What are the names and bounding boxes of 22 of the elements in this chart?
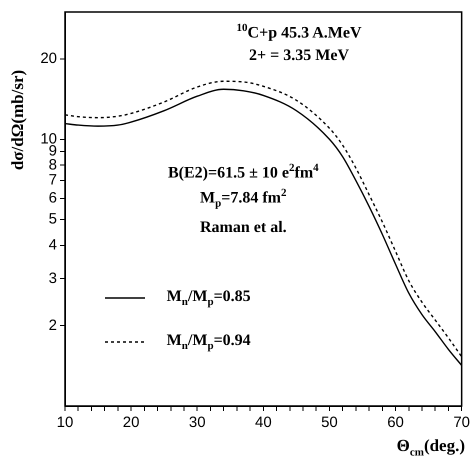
x-tick-label: 40 xyxy=(254,414,272,432)
y-tick-label: 2 xyxy=(48,316,57,334)
annotation: $^{10}$C+p 45.3 A.MeV xyxy=(236,22,362,42)
legend-label: M$_{n}$/M$_{p}$=0.94 xyxy=(166,332,251,352)
x-tick-label: 70 xyxy=(453,414,470,432)
annotation: B(E2)=61.5 ± 10 e$^{2}$fm$^{4}$ xyxy=(168,162,319,182)
legend-label: M$_{n}$/M$_{p}$=0.85 xyxy=(166,288,251,308)
x-axis-title: Θ$_{cm}$(deg.) xyxy=(396,436,466,457)
annotation: M$_{p}$=7.84 fm$^{2}$ xyxy=(200,187,286,210)
y-tick-label: 7 xyxy=(48,172,57,189)
y-tick-label: 3 xyxy=(48,270,57,287)
y-tick-label: 6 xyxy=(48,190,57,207)
x-tick-label: 20 xyxy=(122,414,140,432)
annotation: Raman et al. xyxy=(200,218,287,237)
x-tick-label: 50 xyxy=(321,414,338,432)
y-tick-label: 5 xyxy=(48,210,57,228)
x-tick-label: 60 xyxy=(387,414,404,432)
annotation: 2+ = 3.35 MeV xyxy=(249,47,350,66)
y-tick-label: 20 xyxy=(40,50,57,68)
x-tick-label: 30 xyxy=(188,414,206,432)
y-axis-title: dσ/dΩ(mb/sr) xyxy=(8,70,28,170)
y-tick-label: 4 xyxy=(48,236,57,254)
